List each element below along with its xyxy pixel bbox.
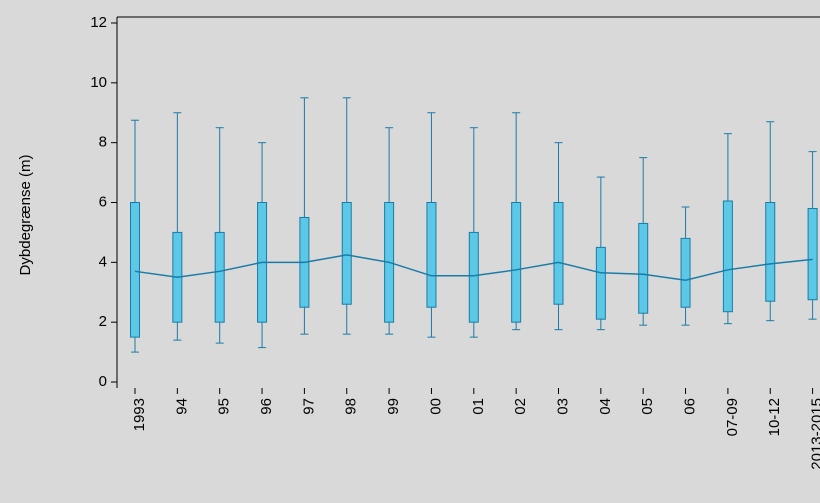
box bbox=[722, 200, 733, 313]
box bbox=[130, 202, 140, 338]
box bbox=[807, 207, 818, 301]
box bbox=[553, 202, 564, 305]
x-tick-label: 97 bbox=[300, 398, 317, 415]
x-tick-label: 94 bbox=[173, 398, 190, 415]
x-tick-label: 04 bbox=[597, 398, 614, 415]
y-tick-label: 4 bbox=[99, 253, 107, 270]
x-tick-label: 96 bbox=[258, 398, 275, 415]
box bbox=[511, 202, 522, 323]
y-tick-label: 6 bbox=[99, 193, 107, 210]
y-tick-label: 8 bbox=[99, 134, 107, 151]
x-tick-label: 1993 bbox=[131, 398, 148, 431]
box bbox=[341, 202, 352, 305]
x-tick-label: 01 bbox=[470, 398, 487, 415]
y-axis-label: Dybdegrænse (m) bbox=[17, 155, 34, 276]
median-line bbox=[134, 254, 813, 282]
x-tick-label: 02 bbox=[512, 398, 529, 415]
box bbox=[638, 222, 649, 314]
x-tick-label: 03 bbox=[554, 398, 571, 415]
y-tick-label: 12 bbox=[90, 14, 107, 31]
x-tick-label: 10-12 bbox=[766, 398, 783, 436]
x-tick-label: 95 bbox=[216, 398, 233, 415]
y-tick-label: 10 bbox=[90, 74, 107, 91]
box bbox=[214, 231, 225, 323]
x-tick-label: 07-09 bbox=[724, 398, 741, 436]
y-tick-label: 0 bbox=[99, 373, 107, 390]
x-tick-label: 98 bbox=[343, 398, 360, 415]
y-tick-label: 2 bbox=[99, 313, 107, 330]
box bbox=[426, 202, 437, 308]
box bbox=[765, 202, 776, 302]
x-tick-label: 99 bbox=[385, 398, 402, 415]
x-tick-label: 05 bbox=[639, 398, 656, 415]
x-tick-label: 00 bbox=[427, 398, 444, 415]
box bbox=[680, 237, 691, 308]
x-tick-label: 2013-2015 bbox=[809, 398, 820, 470]
box bbox=[468, 231, 479, 323]
box bbox=[595, 246, 606, 320]
x-tick-label: 06 bbox=[682, 398, 699, 415]
